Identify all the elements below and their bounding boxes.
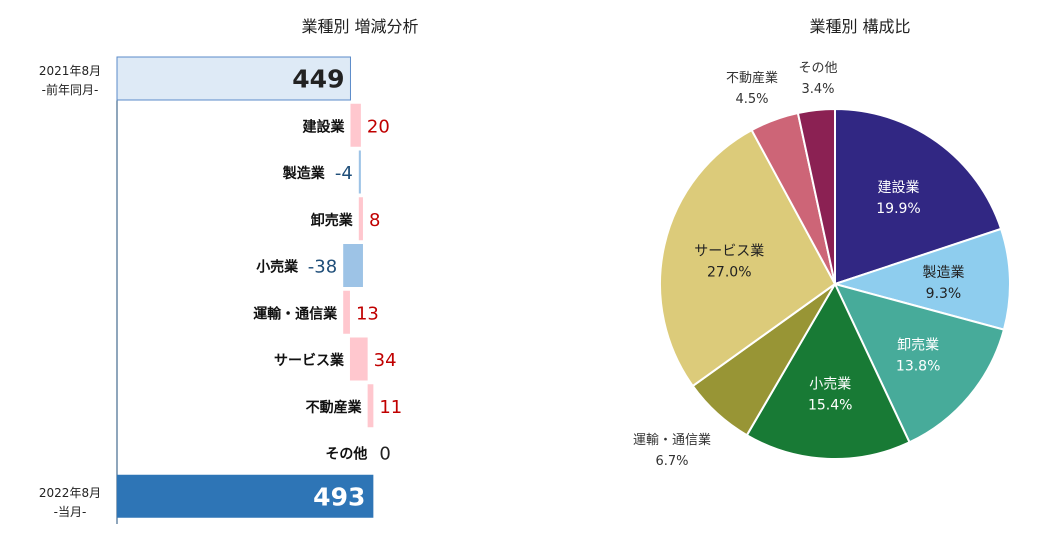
end-label-sub: -当月-: [54, 505, 87, 519]
pie-slice: [796, 107, 836, 285]
waterfall-category-label: 建設業: [302, 118, 345, 135]
waterfall-value-label: 11: [379, 397, 402, 418]
pie-slice-label: 製造業: [922, 265, 964, 281]
waterfall-bar: [358, 150, 361, 194]
start-label-sub: -前年同月-: [42, 82, 99, 97]
pie-title: 業種別 構成比: [809, 17, 910, 36]
pie-slice-value: 3.4%: [801, 82, 834, 97]
pie-slice: [834, 107, 1003, 286]
waterfall-value-label: 34: [374, 350, 397, 371]
waterfall-title: 業種別 増減分析: [301, 17, 418, 36]
waterfall-bar: [350, 103, 361, 147]
waterfall-value-label: 20: [367, 116, 390, 137]
pie-slice-value: 13.8%: [896, 359, 940, 375]
start-bar-value: 449: [292, 65, 344, 94]
pie-slice-value: 27.0%: [707, 265, 751, 281]
waterfall-bar: [349, 337, 368, 381]
start-bar: [116, 56, 351, 101]
waterfall-value-label: 0: [379, 444, 390, 465]
pie-slice-label: 不動産業: [726, 70, 778, 86]
waterfall-category-label: 不動産業: [306, 399, 363, 416]
pie-slice-label: 運輸・通信業: [633, 432, 711, 448]
waterfall-category-label: サービス業: [274, 352, 345, 369]
waterfall-value-label: 13: [356, 303, 379, 324]
waterfall-value-label: -4: [335, 163, 353, 184]
pie-slice-label: その他: [798, 61, 837, 76]
pie-slice: [659, 128, 837, 388]
waterfall-value-label: -38: [308, 257, 337, 278]
pie-slice-value: 6.7%: [655, 454, 688, 469]
waterfall-bar: [367, 384, 374, 428]
waterfall-bar: [358, 197, 363, 241]
waterfall-category-label: 卸売業: [311, 212, 354, 229]
pie-slice-value: 19.9%: [876, 201, 920, 217]
end-bar-value: 493: [313, 482, 365, 511]
waterfall-bar: [343, 244, 363, 287]
pie-slice-value: 4.5%: [735, 92, 768, 107]
pie-slice-label: 卸売業: [897, 338, 939, 354]
end-label-date: 2022年8月: [39, 486, 101, 500]
pie-chart: 建設業 19.9% 製造業 9.3% 卸売業 13.8% 小売業 15.4% 運輸・通信業 6.7…: [633, 61, 1011, 469]
waterfall-value-label: 8: [369, 210, 380, 231]
pie-slice: [833, 282, 1006, 444]
pie-slice-value: 9.3%: [926, 286, 962, 302]
pie-slice-label: 小売業: [809, 376, 851, 392]
pie-slice: [831, 227, 1011, 331]
end-bar: [117, 474, 374, 518]
pie-slice-value: 15.4%: [808, 397, 852, 413]
waterfall-category-label: 製造業: [282, 165, 326, 182]
waterfall-category-label: 小売業: [256, 259, 299, 276]
pie-slice-label: 建設業: [877, 180, 919, 196]
waterfall-category-label: 運輸・通信業: [253, 305, 338, 322]
pie-slice: [745, 281, 911, 460]
waterfall-category-label: その他: [325, 446, 367, 463]
start-label-date: 2021年8月: [39, 64, 101, 78]
pie-slice-label: サービス業: [694, 244, 764, 260]
waterfall-bar: [343, 290, 350, 334]
